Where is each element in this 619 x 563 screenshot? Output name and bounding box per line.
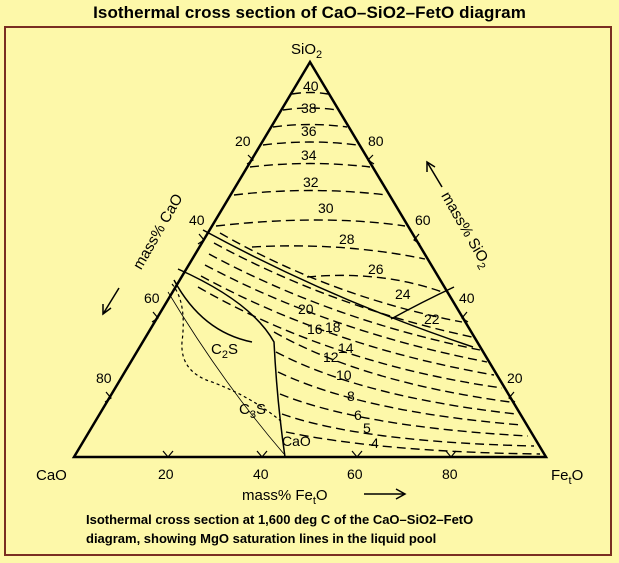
contour-label: 30 xyxy=(318,200,334,216)
left-tick-label: 60 xyxy=(144,290,160,306)
contour-label: 16 xyxy=(307,321,323,337)
contour-label: 14 xyxy=(338,340,354,356)
contour-label: 20 xyxy=(298,301,314,317)
right-tick-label: 60 xyxy=(415,212,431,228)
contour-label: 34 xyxy=(301,147,317,163)
bottom-tick-label: 80 xyxy=(442,466,458,482)
phase-label-cao: CaO xyxy=(282,433,311,449)
contour-label: 6 xyxy=(354,407,362,423)
left-tick-label: 40 xyxy=(189,212,205,228)
arrow-icon xyxy=(102,287,120,316)
arrow-icon xyxy=(364,488,407,500)
contour-label: 40 xyxy=(303,78,319,94)
axis-label-cao: mass% CaO xyxy=(130,191,187,272)
vertex-cao-label: CaO xyxy=(36,467,67,484)
phase-label-c2s: C2S xyxy=(211,341,238,361)
vertex-feto-label: FetO xyxy=(551,467,583,487)
figure-title: Isothermal cross section of CaO–SiO2–Fet… xyxy=(93,3,526,22)
tick-marks xyxy=(104,154,516,458)
ternary-diagram: SiO2 CaO FetO 20 40 60 80 80 60 40 20 20… xyxy=(36,41,583,507)
axis-label-feto: mass% FetO xyxy=(242,487,328,507)
triangle-outline xyxy=(71,59,549,459)
left-tick-label: 20 xyxy=(235,133,251,149)
contour-label: 32 xyxy=(303,174,319,190)
bottom-tick-label: 60 xyxy=(347,466,363,482)
contour-label: 38 xyxy=(301,100,317,116)
right-tick-label: 80 xyxy=(368,133,384,149)
contour-label: 28 xyxy=(339,231,355,247)
contour-label: 22 xyxy=(424,311,440,327)
caption-line-2: diagram, showing MgO saturation lines in… xyxy=(86,531,437,546)
contour-labels: 40 38 36 34 32 30 28 26 24 22 20 18 16 1… xyxy=(298,78,440,451)
mgo-saturation-lines xyxy=(197,91,541,455)
vertex-sio2-label: SiO2 xyxy=(291,41,322,61)
right-tick-label: 20 xyxy=(507,370,523,386)
contour-label: 18 xyxy=(325,319,341,335)
contour-label: 24 xyxy=(395,286,411,302)
contour-label: 4 xyxy=(371,435,379,451)
left-tick-label: 80 xyxy=(96,370,112,386)
contour-label: 12 xyxy=(323,349,339,365)
contour-label: 10 xyxy=(336,367,352,383)
right-tick-label: 40 xyxy=(459,290,475,306)
contour-label: 26 xyxy=(368,261,384,277)
c3s-boundary xyxy=(167,291,285,455)
phase-boundaries xyxy=(173,229,474,458)
bottom-tick-label: 40 xyxy=(253,466,269,482)
phase-label-c3s: C3S xyxy=(239,401,266,421)
bottom-tick-label: 20 xyxy=(158,466,174,482)
diagram-panel: SiO2 CaO FetO 20 40 60 80 80 60 40 20 20… xyxy=(4,26,612,556)
caption-line-1: Isothermal cross section at 1,600 deg C … xyxy=(86,512,474,527)
contour-label: 8 xyxy=(347,388,355,404)
axis-label-sio2: mass% SiO2 xyxy=(435,189,495,272)
contour-label: 36 xyxy=(301,123,317,139)
contour-label: 5 xyxy=(363,420,371,436)
arrow-icon xyxy=(426,160,443,188)
